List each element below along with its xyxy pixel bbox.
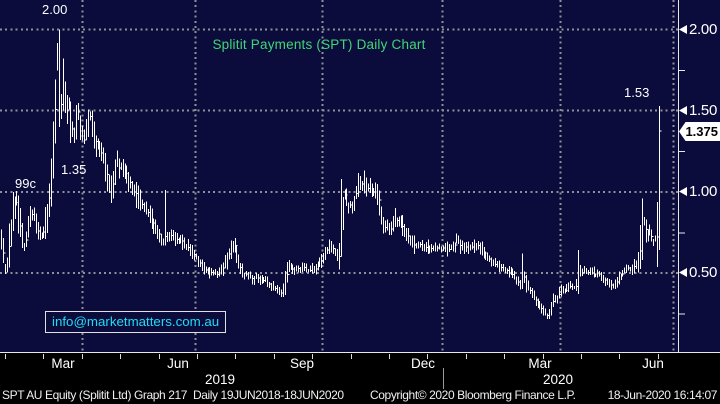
x-axis-month-tick bbox=[43, 354, 44, 359]
x-axis-month-tick bbox=[581, 354, 582, 359]
x-axis-month-label: Sep bbox=[289, 356, 315, 371]
x-axis-month-tick bbox=[312, 354, 313, 359]
grid-lines bbox=[0, 0, 678, 352]
status-instrument-text: SPT AU Equity (Splitit Ltd) Graph 217 Da… bbox=[2, 388, 344, 402]
price-series-bars bbox=[1, 29, 662, 320]
y-axis-tick-0.50: 0.50 bbox=[679, 264, 717, 281]
x-axis-month-tick bbox=[274, 354, 275, 359]
axis-arrow-icon bbox=[679, 24, 687, 34]
y-axis-tick-label: 1.00 bbox=[689, 182, 717, 200]
price-annotation-99c: 99c bbox=[15, 176, 36, 191]
y-axis-tick-label: 2.00 bbox=[689, 20, 717, 38]
year-separator-line bbox=[443, 368, 444, 389]
x-axis-month-tick bbox=[351, 354, 352, 359]
x-axis-month-tick bbox=[197, 354, 198, 359]
y-axis-tick-1.00: 1.00 bbox=[679, 183, 717, 200]
x-axis-month-tick bbox=[389, 354, 390, 359]
x-axis-strip: Mar Jun Sep Dec Mar Jun 2019 2020 SPT AU Equit… bbox=[0, 352, 720, 404]
status-datetime-text: 18-Jun-2020 16:14:07 bbox=[607, 388, 718, 402]
x-axis-month-label: Mar bbox=[51, 356, 75, 371]
x-axis-month-label: Jun bbox=[167, 356, 189, 371]
x-axis-month-label: Dec bbox=[410, 356, 436, 371]
x-axis-month-tick bbox=[504, 354, 505, 359]
x-axis-month-tick bbox=[5, 354, 6, 359]
x-axis-month-tick bbox=[235, 354, 236, 359]
marketmatters-email-link[interactable]: info@marketmatters.com.au bbox=[45, 311, 227, 333]
axis-arrow-icon bbox=[679, 267, 687, 277]
x-axis-month-tick bbox=[658, 354, 659, 359]
status-copyright-text: Copyright© 2020 Bloomberg Finance L.P. bbox=[370, 388, 576, 402]
x-axis-year-label: 2020 bbox=[542, 372, 574, 387]
x-axis-month-tick bbox=[543, 354, 544, 359]
y-axis-tick-label: 1.50 bbox=[689, 101, 717, 119]
x-axis-month-tick bbox=[427, 354, 428, 359]
price-annotation-2.00: 2.00 bbox=[42, 2, 68, 17]
x-axis-month-tick bbox=[82, 354, 83, 359]
x-axis-month-label: Mar bbox=[528, 356, 552, 371]
y-axis-tick-1.50: 1.50 bbox=[679, 102, 717, 119]
y-axis-tick-label: 0.50 bbox=[689, 263, 717, 281]
price-chart-canvas bbox=[0, 0, 685, 352]
axis-arrow-icon bbox=[679, 105, 687, 115]
x-axis-year-label: 2019 bbox=[204, 372, 236, 387]
x-axis-month-tick bbox=[466, 354, 467, 359]
chart-title: Splitit Payments (SPT) Daily Chart bbox=[212, 37, 426, 52]
x-axis-month-tick bbox=[120, 354, 121, 359]
price-annotation-1.35: 1.35 bbox=[61, 162, 87, 177]
price-annotation-1.53: 1.53 bbox=[624, 85, 650, 100]
x-axis-month-label: Jun bbox=[642, 356, 664, 371]
x-axis-month-tick bbox=[619, 354, 620, 359]
y-axis-tick-2.00: 2.00 bbox=[679, 21, 717, 38]
last-price-badge: 1.375 bbox=[679, 122, 720, 141]
axis-arrow-icon bbox=[679, 186, 687, 196]
axis-frame bbox=[678, 0, 685, 352]
x-axis-month-tick bbox=[159, 354, 160, 359]
